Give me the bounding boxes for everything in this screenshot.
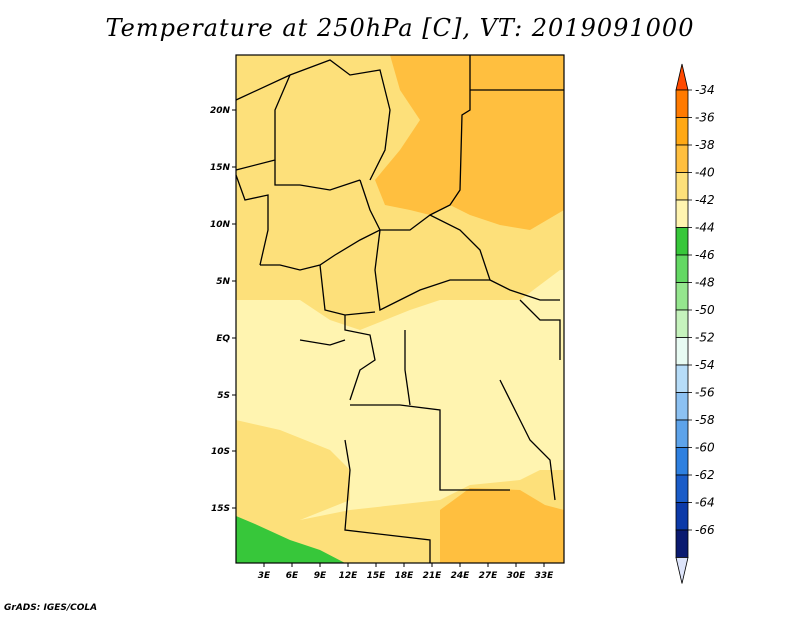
colorbar-swatch	[675, 199, 689, 228]
colorbar-label: -42	[695, 193, 715, 207]
colorbar-label: -60	[695, 441, 715, 455]
colorbar-label: -34	[695, 83, 715, 97]
colorbar-label: -44	[695, 221, 715, 235]
lat-label: 5N	[216, 277, 230, 287]
colorbar-swatch	[675, 419, 689, 448]
map-panel: 20N 15N 10N 5N EQ 5S 10S 15S 3E 6E 9E	[210, 54, 565, 581]
colorbar-label: -66	[695, 523, 715, 537]
lat-label: 5S	[217, 391, 230, 401]
colorbar-label: -56	[695, 386, 715, 400]
colorbar-label: -36	[695, 111, 715, 125]
lat-label: 20N	[210, 106, 231, 116]
colorbar-swatch	[675, 254, 689, 283]
lon-label: 6E	[286, 571, 299, 581]
lat-label: 10S	[211, 447, 230, 457]
colorbar-label: -40	[695, 166, 715, 180]
lon-label: 18E	[395, 571, 415, 581]
lon-label: 21E	[423, 571, 443, 581]
lon-label: 33E	[535, 571, 555, 581]
colorbar-swatch	[675, 474, 689, 503]
colorbar-swatch	[675, 227, 689, 256]
colorbar-label: -58	[695, 413, 715, 427]
colorbar-label: -54	[695, 358, 715, 372]
colorbar-swatch	[675, 364, 689, 393]
lat-label: 15N	[210, 163, 231, 173]
colorbar-swatch	[675, 172, 689, 201]
grads-credit: GrADS: IGES/COLA	[4, 603, 98, 613]
colorbar-swatch	[675, 144, 689, 173]
lat-label: EQ	[216, 334, 230, 344]
colorbar-swatch	[675, 447, 689, 476]
country-borders	[235, 55, 564, 563]
lon-label: 9E	[314, 571, 327, 581]
lat-ticks	[232, 109, 236, 509]
lat-label: 15S	[211, 504, 230, 514]
colorbar-swatch	[675, 529, 689, 558]
colorbar-swatch	[675, 89, 689, 118]
colorbar-swatch	[675, 309, 689, 338]
colorbar-swatch	[675, 117, 689, 146]
colorbar-label: -38	[695, 138, 715, 152]
colorbar-swatch	[675, 337, 689, 366]
colorbar-swatch	[675, 392, 689, 421]
colorbar-swatch	[675, 502, 689, 531]
colorbar-label: -48	[695, 276, 715, 290]
lon-label: 12E	[339, 571, 359, 581]
lat-label: 10N	[210, 220, 231, 230]
lon-label: 3E	[258, 571, 271, 581]
colorbar-label: -62	[695, 468, 715, 482]
colorbar-top-arrow	[675, 63, 689, 91]
lon-label: 27E	[479, 571, 499, 581]
lon-label: 30E	[507, 571, 527, 581]
lon-label: 24E	[451, 571, 471, 581]
lon-label: 15E	[367, 571, 387, 581]
chart-title: Temperature at 250hPa [C], VT: 201909100…	[105, 14, 695, 42]
colorbar-label: -50	[695, 303, 715, 317]
colorbar-label: -52	[695, 331, 715, 345]
colorbar-label: -64	[695, 496, 715, 510]
colorbar-bottom-arrow	[675, 557, 689, 584]
colorbar: -34 -36 -38 -40 -42 -44 -46 -48 -50 -52 -54 -56 -58 -…	[675, 63, 715, 584]
colorbar-label: -46	[695, 248, 715, 262]
colorbar-swatch	[675, 282, 689, 311]
lon-ticks	[263, 563, 545, 567]
